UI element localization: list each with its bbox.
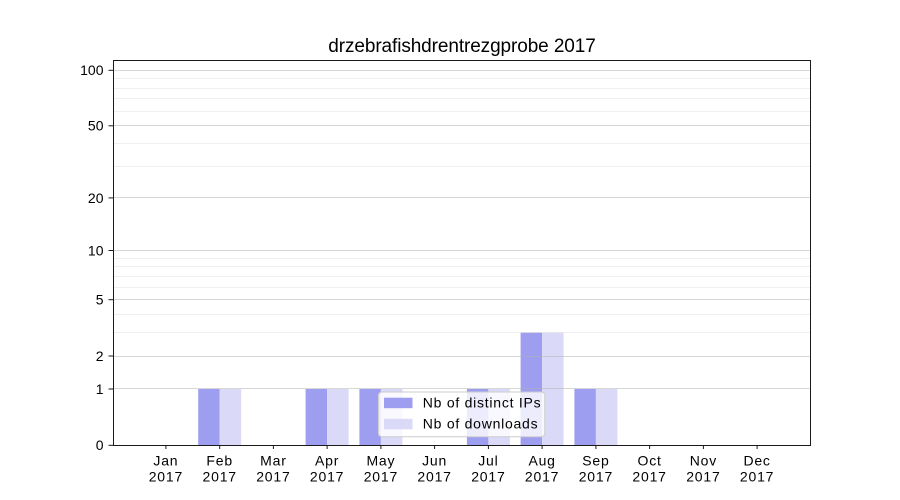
svg-text:Dec: Dec xyxy=(743,453,770,469)
svg-text:2017: 2017 xyxy=(579,469,613,485)
svg-text:1: 1 xyxy=(96,381,104,397)
svg-text:Oct: Oct xyxy=(638,453,662,469)
svg-text:Nov: Nov xyxy=(690,453,717,469)
svg-text:2017: 2017 xyxy=(149,469,183,485)
svg-text:10: 10 xyxy=(88,242,104,258)
svg-text:Feb: Feb xyxy=(206,453,233,469)
svg-text:2017: 2017 xyxy=(256,469,290,485)
svg-text:2017: 2017 xyxy=(203,469,237,485)
svg-text:2: 2 xyxy=(96,348,104,364)
svg-text:Aug: Aug xyxy=(528,453,555,469)
svg-text:20: 20 xyxy=(88,190,104,206)
svg-text:2017: 2017 xyxy=(417,469,451,485)
svg-text:2017: 2017 xyxy=(471,469,505,485)
svg-text:2017: 2017 xyxy=(310,469,344,485)
svg-text:2017: 2017 xyxy=(364,469,398,485)
svg-text:May: May xyxy=(366,453,395,469)
svg-text:Nb of distinct IPs: Nb of distinct IPs xyxy=(423,395,542,411)
svg-text:Jul: Jul xyxy=(478,453,498,469)
svg-text:Jun: Jun xyxy=(422,453,447,469)
svg-text:2017: 2017 xyxy=(686,469,720,485)
svg-text:0: 0 xyxy=(96,437,104,453)
svg-text:Apr: Apr xyxy=(315,453,339,469)
svg-text:100: 100 xyxy=(80,62,104,78)
svg-text:Sep: Sep xyxy=(582,453,609,469)
svg-text:Jan: Jan xyxy=(153,453,178,469)
svg-text:Nb of downloads: Nb of downloads xyxy=(423,416,539,432)
svg-text:Mar: Mar xyxy=(260,453,287,469)
svg-text:5: 5 xyxy=(96,292,104,308)
svg-text:2017: 2017 xyxy=(632,469,666,485)
svg-text:drzebrafishdrentrezgprobe 2017: drzebrafishdrentrezgprobe 2017 xyxy=(328,36,595,57)
svg-text:2017: 2017 xyxy=(740,469,774,485)
svg-text:50: 50 xyxy=(88,118,104,134)
svg-text:2017: 2017 xyxy=(525,469,559,485)
